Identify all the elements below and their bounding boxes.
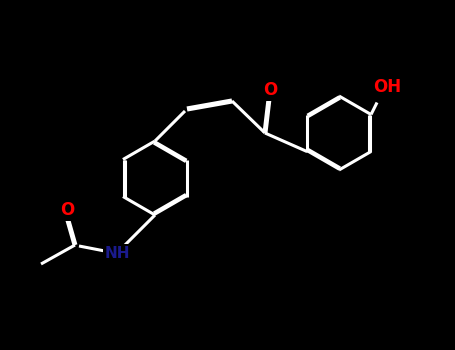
Text: O: O xyxy=(263,81,277,99)
Text: O: O xyxy=(60,201,74,219)
Text: OH: OH xyxy=(373,78,401,97)
Text: NH: NH xyxy=(104,245,130,260)
